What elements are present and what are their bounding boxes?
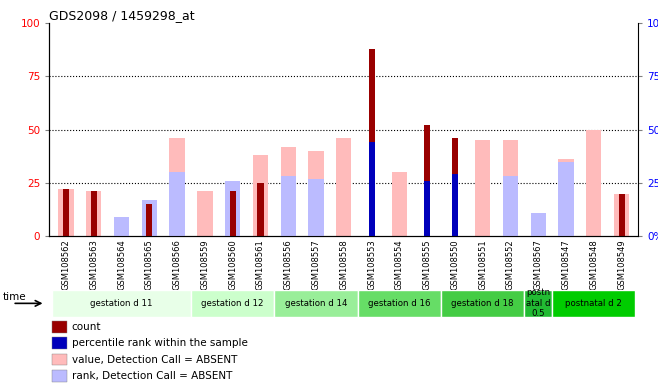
Bar [424,181,430,236]
Bar [59,189,74,236]
Bar [392,172,407,236]
Bar [225,181,240,236]
Bar [475,140,490,236]
Bar [452,138,458,236]
Text: gestation d 16: gestation d 16 [368,299,430,308]
Bar [586,129,601,236]
Text: time: time [3,291,26,302]
Bar [559,162,574,236]
Text: gestation d 12: gestation d 12 [201,299,264,308]
Bar [53,370,67,382]
Bar [225,191,240,236]
Bar [91,191,97,236]
Bar [503,140,518,236]
Bar [441,290,524,317]
Bar [141,204,157,236]
Bar [114,217,129,236]
Bar [86,191,101,236]
Bar [170,138,185,236]
Bar [368,49,374,236]
Text: count: count [72,322,101,332]
Bar [280,177,296,236]
Text: GDS2098 / 1459298_at: GDS2098 / 1459298_at [49,9,195,22]
Bar [53,321,67,333]
Bar [280,147,296,236]
Bar [197,191,213,236]
Bar [141,200,157,236]
Bar [358,290,441,317]
Bar [452,174,458,236]
Text: postn
atal d
0.5: postn atal d 0.5 [526,288,551,318]
Text: percentile rank within the sample: percentile rank within the sample [72,338,247,348]
Bar [274,290,358,317]
Bar [191,290,274,317]
Bar [336,138,351,236]
Bar [230,191,236,236]
Bar [503,177,518,236]
Bar [368,142,374,236]
Bar [424,125,430,236]
Bar [552,290,636,317]
Bar [309,179,324,236]
Text: rank, Detection Call = ABSENT: rank, Detection Call = ABSENT [72,371,232,381]
Bar [257,183,263,236]
Bar [530,213,546,236]
Bar [146,204,153,236]
Bar [559,159,574,236]
Bar [63,189,69,236]
Bar [52,290,191,317]
Bar [170,172,185,236]
Bar [614,194,629,236]
Text: gestation d 18: gestation d 18 [451,299,514,308]
Text: value, Detection Call = ABSENT: value, Detection Call = ABSENT [72,354,238,364]
Bar [253,155,268,236]
Bar [619,194,624,236]
Bar [53,337,67,349]
Bar [524,290,552,317]
Text: gestation d 11: gestation d 11 [90,299,153,308]
Bar [309,151,324,236]
Text: gestation d 14: gestation d 14 [285,299,347,308]
Text: postnatal d 2: postnatal d 2 [565,299,622,308]
Bar [53,354,67,366]
